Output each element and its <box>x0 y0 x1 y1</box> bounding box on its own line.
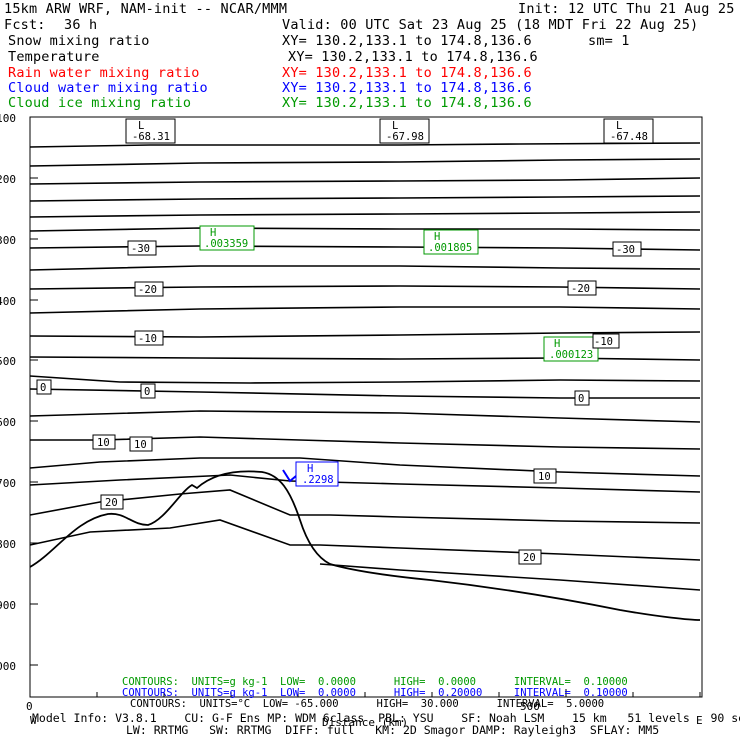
high-value: .003359 <box>204 238 248 250</box>
isotherm <box>29 306 701 314</box>
high-letter: H <box>434 231 440 243</box>
y-tick-1000: 1000 <box>0 660 16 673</box>
field-name-cloud-water: Cloud water mixing ratio <box>8 80 208 96</box>
field-name-temperature: Temperature <box>8 49 100 65</box>
isotherm <box>29 177 701 185</box>
isotherm <box>29 410 701 423</box>
cloud-water-high-marker: H .2298 <box>295 461 339 487</box>
y-tick-700: 700 <box>0 477 16 490</box>
isotherm-label: -20 <box>138 284 157 296</box>
low-value: -67.98 <box>386 131 424 143</box>
y-tick-800: 800 <box>0 538 16 551</box>
y-tick-500: 500 <box>0 355 16 368</box>
high-letter: H <box>554 338 560 350</box>
y-tick-200: 200 <box>0 173 16 186</box>
isotherm-label: 10 <box>134 439 147 451</box>
isotherm-label: -20 <box>571 283 590 295</box>
isotherm-label: 0 <box>578 393 584 405</box>
isotherm <box>29 375 701 384</box>
field-name-rain: Rain water mixing ratio <box>8 65 200 81</box>
contour-info-cloud-ice: CONTOURS: UNITS=g kg-1 LOW= 0.0000 HIGH=… <box>122 676 628 688</box>
y-tick-300: 300 <box>0 234 16 247</box>
model-title: 15km ARW WRF, NAM-init -- NCAR/MMM <box>4 1 288 17</box>
field-xy-temperature: XY= 130.2,133.1 to 174.8,136.6 <box>288 49 538 65</box>
isotherm <box>29 285 701 290</box>
isotherm <box>29 158 701 167</box>
isotherm-label: 0 <box>144 386 150 398</box>
field-xy-cloud-water: XY= 130.2,133.1 to 174.8,136.6 <box>282 80 532 96</box>
temperature-contours <box>29 142 701 591</box>
isotherm <box>29 489 701 524</box>
contour-info-cloud-water: CONTOURS: UNITS=g kg-1 LOW= 0.0000 HIGH=… <box>122 687 628 699</box>
isotherm-labels: -30 -30 -20 -20 -10 -10 0 0 0 10 10 10 2… <box>36 240 642 565</box>
y-tick-100: 100 <box>0 112 16 125</box>
model-info-line2: LW: RRTMG SW: RRTMG DIFF: full KM: 2D Sm… <box>126 723 660 737</box>
low-value: -67.48 <box>610 131 648 143</box>
terrain-line <box>29 470 701 621</box>
isotherm-label: -10 <box>594 336 613 348</box>
high-letter: H <box>210 227 216 239</box>
valid-time: Valid: 00 UTC Sat 23 Aug 25 (18 MDT Fri … <box>282 17 699 33</box>
x-axis <box>29 689 701 697</box>
isotherm <box>29 457 701 477</box>
east-label: E <box>696 714 703 727</box>
x-axis-label: Distance (km) <box>322 716 408 729</box>
isotherm <box>29 195 701 202</box>
forecast-label: Fcst: <box>4 17 46 33</box>
isotherm <box>29 227 701 232</box>
high-value: .001805 <box>428 242 472 254</box>
isotherm <box>29 356 701 361</box>
y-axis <box>30 116 38 666</box>
isotherm-label: -30 <box>616 244 635 256</box>
isotherm <box>29 265 701 271</box>
x-tick-0: 0 <box>26 700 33 713</box>
low-letter: L <box>392 120 398 132</box>
y-tick-400: 400 <box>0 295 16 308</box>
isotherm <box>29 474 701 493</box>
cloud-water-contour <box>282 469 297 483</box>
low-value: -68.31 <box>132 131 170 143</box>
low-letter: L <box>138 120 144 132</box>
isotherm <box>29 388 700 399</box>
plot-frame <box>29 116 703 698</box>
field-name-cloud-ice: Cloud ice mixing ratio <box>8 95 192 111</box>
field-xy-snow: XY= 130.2,133.1 to 174.8,136.6 <box>282 33 532 49</box>
isotherm-label: -30 <box>131 243 150 255</box>
x-tick-500: 500 <box>520 700 540 713</box>
field-xy-rain: XY= 130.2,133.1 to 174.8,136.6 <box>282 65 532 81</box>
field-xy-cloud-ice: XY= 130.2,133.1 to 174.8,136.6 <box>282 95 532 111</box>
isotherm-label: 20 <box>523 552 536 564</box>
y-tick-600: 600 <box>0 416 16 429</box>
ice-high-markers: H .003359 H .001805 H .000123 <box>199 225 599 362</box>
isotherm-label: 10 <box>538 471 551 483</box>
isotherm <box>29 142 701 148</box>
isotherm-label: -10 <box>138 333 157 345</box>
isotherm <box>29 211 701 218</box>
high-letter: H <box>307 463 313 475</box>
field-name-snow: Snow mixing ratio <box>8 33 150 49</box>
smoothing-value: sm= 1 <box>588 33 630 49</box>
high-value: .000123 <box>549 349 593 361</box>
forecast-hours: 36 h <box>64 17 98 33</box>
isotherm-label: 10 <box>97 437 110 449</box>
init-time: Init: 12 UTC Thu 21 Aug 25 <box>518 1 735 17</box>
contour-info-temperature: CONTOURS: UNITS=°C LOW= -65.000 HIGH= 30… <box>130 698 605 710</box>
y-tick-900: 900 <box>0 599 16 612</box>
low-letter: L <box>616 120 622 132</box>
isotherm-label: 0 <box>40 382 46 394</box>
high-value: .2298 <box>302 474 334 486</box>
west-label: W <box>30 714 37 727</box>
low-markers: L -68.31 L -67.98 L -67.48 <box>125 118 654 144</box>
model-info-line1: Model Info: V3.8.1 CU: G-F Ens MP: WDM 6… <box>32 711 740 725</box>
isotherm-label: 20 <box>105 497 118 509</box>
isotherm <box>29 519 701 561</box>
isotherm <box>319 563 701 591</box>
